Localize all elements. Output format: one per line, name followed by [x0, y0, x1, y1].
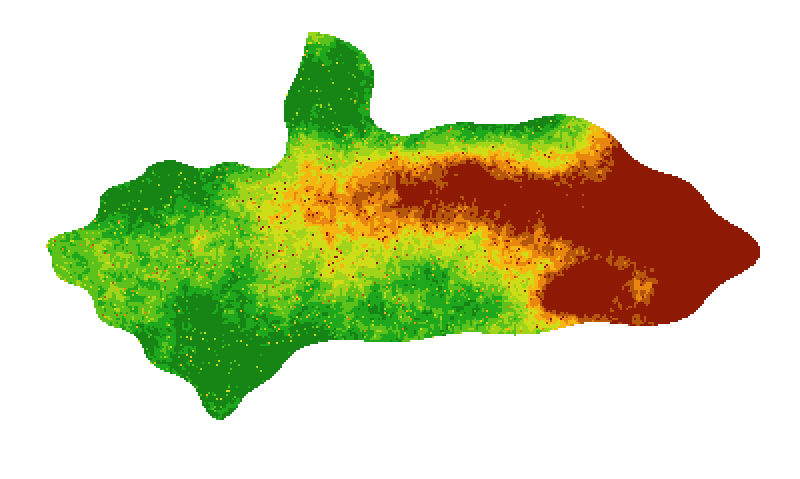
vegetation-raster-map: [0, 0, 800, 479]
map-viewport: Andalusia vegetation / land-cover raster…: [0, 0, 800, 479]
